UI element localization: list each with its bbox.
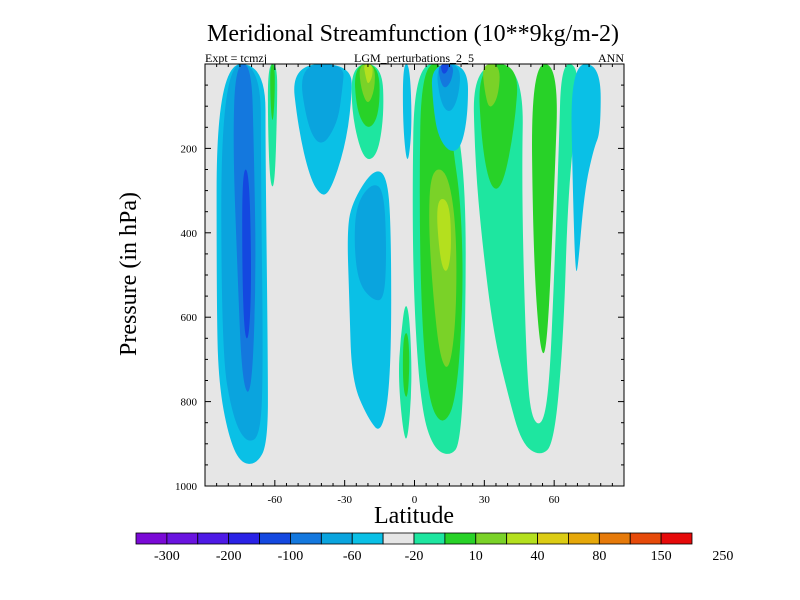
colorbar-swatch	[197, 532, 230, 545]
colorbar-label: -300	[154, 549, 180, 564]
chart-title: Meridional Streamfunction (10**9kg/m-2)	[207, 21, 619, 47]
contour-region-nh-midlat-40-b	[532, 64, 557, 354]
y-tick-label: 400	[181, 228, 198, 240]
contour-region-midlat-negative-core	[302, 64, 344, 143]
colorbar-swatch	[537, 532, 569, 545]
y-tick-label: 600	[181, 312, 198, 324]
colorbar-swatch	[660, 532, 693, 545]
experiment-label: Expt = tcmzj	[205, 51, 267, 65]
contour-region-eq-positive-sliver-inner	[402, 333, 410, 397]
contour-region-nh-midlat-80	[483, 64, 500, 107]
contour-region-nh-polar-negative	[571, 64, 601, 272]
colorbar-swatch	[228, 532, 260, 545]
colorbar-swatch	[290, 532, 322, 545]
contour-region-sh-positive-sliver	[267, 64, 278, 187]
contour-regions	[216, 64, 601, 464]
colorbar-label: 150	[651, 549, 672, 564]
colorbar-swatch	[259, 532, 291, 545]
y-tick-label: 200	[181, 143, 198, 155]
colorbar-label: 40	[531, 549, 545, 564]
colorbar-swatch	[166, 532, 199, 545]
colorbar-label: -100	[278, 549, 304, 564]
colorbar-label: -60	[343, 549, 362, 564]
colorbar-swatch	[135, 532, 168, 545]
colorbar-swatch	[351, 532, 384, 545]
contour-region-eq-negative-top	[402, 64, 412, 159]
contour-region-nh-hadley-core	[437, 199, 451, 271]
y-axis: 200 400 600 800 1000	[175, 84, 624, 493]
y-tick-label: 1000	[175, 481, 198, 493]
contour-region-nh-top-negative-4	[441, 64, 449, 74]
x-tick-label: -30	[337, 494, 352, 506]
x-axis: -60 -30 0 30 60	[216, 64, 613, 506]
colorbar-label: 10	[469, 549, 483, 564]
colorbar-label: 80	[592, 549, 606, 564]
x-tick-label: -60	[267, 494, 282, 506]
colorbar-swatch	[568, 532, 600, 545]
contour-region-sh-lower-negative-core	[354, 185, 386, 301]
colorbar-swatch	[629, 532, 662, 545]
colorbar-swatch	[506, 532, 538, 545]
colorbar-label: -20	[405, 549, 424, 564]
y-tick-label: 800	[181, 397, 198, 409]
contour-region-sh-negative-cell-max	[242, 169, 251, 339]
x-tick-label: 0	[412, 494, 418, 506]
colorbar-swatch	[413, 532, 446, 545]
x-tick-label: 60	[549, 494, 561, 506]
colorbar-swatch	[320, 532, 353, 545]
x-tick-label: 30	[479, 494, 491, 506]
y-axis-label: Pressure (in hPa)	[116, 192, 142, 356]
colorbar-swatch	[598, 532, 631, 545]
colorbar-label: 250	[712, 549, 733, 564]
colorbar: -300 -200 -100 -60 -20 10 40 80 150 250	[135, 532, 733, 564]
colorbar-swatch	[475, 532, 508, 545]
contour-region-sh-positive-sliver-inner	[270, 64, 275, 120]
colorbar-label: -200	[216, 549, 242, 564]
x-axis-label: Latitude	[374, 503, 454, 529]
contour-region-sh-subtropic-positive-4	[364, 64, 373, 83]
season-label: ANN	[598, 51, 624, 65]
experiment-name-label: LGM_perturbations_2_5	[354, 51, 474, 65]
colorbar-swatch	[382, 532, 415, 545]
colorbar-swatch	[444, 532, 477, 545]
